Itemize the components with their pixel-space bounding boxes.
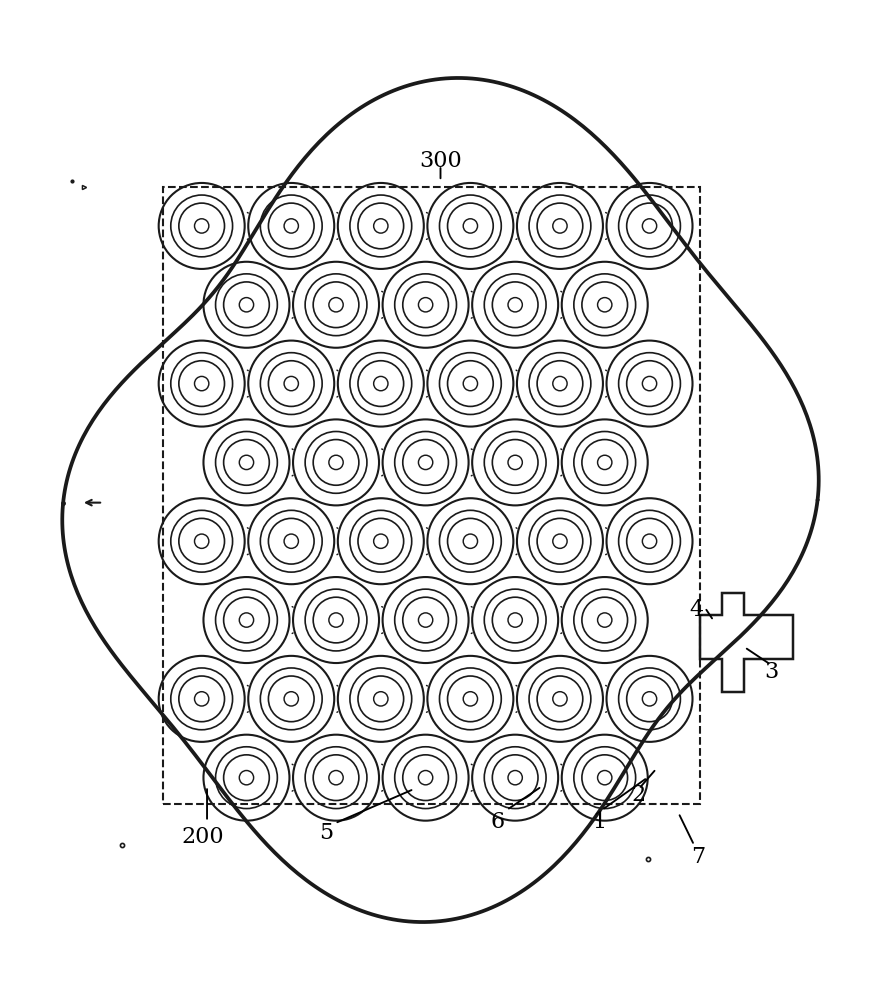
Circle shape (195, 376, 209, 391)
Circle shape (597, 771, 612, 785)
Circle shape (642, 376, 656, 391)
Circle shape (642, 219, 656, 233)
Circle shape (329, 613, 344, 627)
Circle shape (597, 455, 612, 470)
Circle shape (240, 771, 254, 785)
Circle shape (374, 534, 388, 548)
Circle shape (374, 219, 388, 233)
Circle shape (508, 455, 522, 470)
Circle shape (552, 534, 567, 548)
Text: 1: 1 (592, 811, 606, 833)
Bar (163, 187, 700, 804)
Circle shape (597, 613, 612, 627)
Circle shape (374, 692, 388, 706)
Circle shape (463, 219, 478, 233)
Text: 200: 200 (181, 826, 224, 848)
Circle shape (284, 534, 299, 548)
Circle shape (195, 219, 209, 233)
Text: 7: 7 (691, 846, 705, 868)
Circle shape (418, 613, 433, 627)
Circle shape (284, 376, 299, 391)
Circle shape (463, 692, 478, 706)
Circle shape (374, 376, 388, 391)
Text: 2: 2 (632, 784, 646, 806)
Text: 5: 5 (319, 822, 333, 844)
Circle shape (552, 376, 567, 391)
Circle shape (597, 298, 612, 312)
Circle shape (329, 455, 344, 470)
Circle shape (329, 298, 344, 312)
Circle shape (508, 298, 522, 312)
Circle shape (552, 219, 567, 233)
Text: 3: 3 (764, 661, 778, 683)
Circle shape (418, 771, 433, 785)
Circle shape (552, 692, 567, 706)
Circle shape (284, 219, 299, 233)
Circle shape (642, 534, 656, 548)
Text: 4: 4 (689, 599, 703, 621)
Circle shape (508, 771, 522, 785)
Circle shape (240, 455, 254, 470)
Circle shape (642, 692, 656, 706)
Circle shape (329, 771, 344, 785)
Text: 6: 6 (491, 811, 505, 833)
Circle shape (195, 692, 209, 706)
Circle shape (284, 692, 299, 706)
Circle shape (418, 298, 433, 312)
Circle shape (508, 613, 522, 627)
Circle shape (463, 376, 478, 391)
Text: 300: 300 (419, 150, 462, 172)
Circle shape (418, 455, 433, 470)
Circle shape (463, 534, 478, 548)
Circle shape (240, 298, 254, 312)
Circle shape (195, 534, 209, 548)
Circle shape (240, 613, 254, 627)
